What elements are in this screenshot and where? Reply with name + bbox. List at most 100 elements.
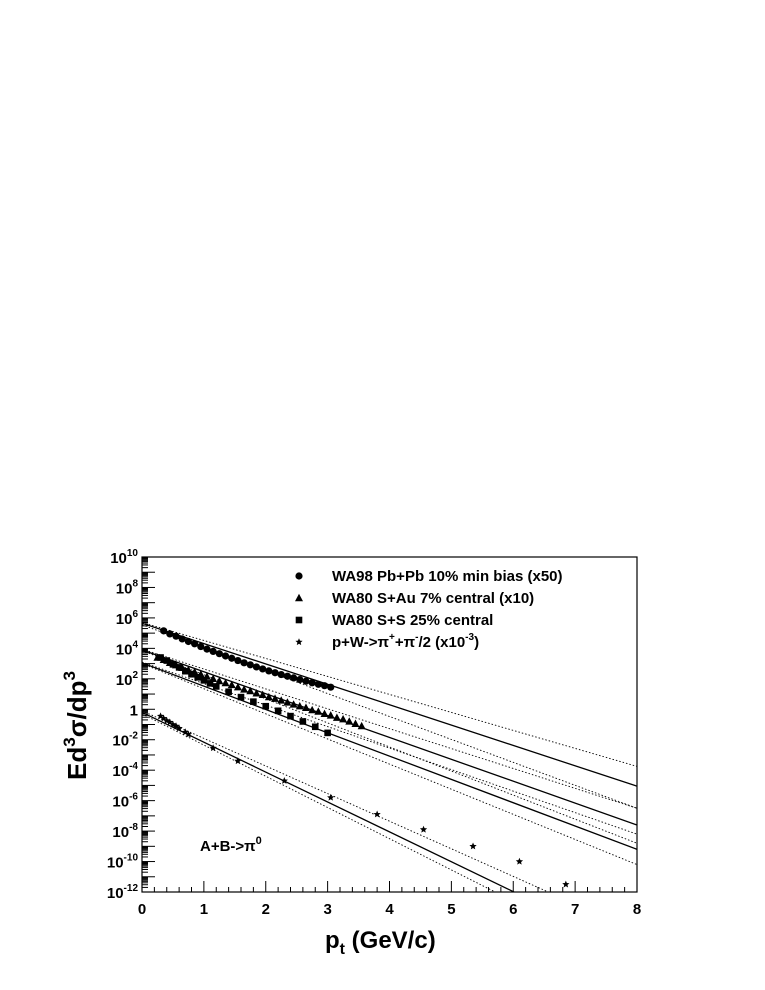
data-point-star [184, 730, 193, 738]
data-point-circle [271, 669, 279, 677]
data-point-circle [265, 667, 273, 675]
data-point-star [234, 757, 242, 765]
data-point-circle [259, 665, 267, 673]
data-point-square [182, 667, 189, 675]
data-point-star [469, 842, 477, 850]
data-point-square [200, 677, 208, 684]
y-tick-label: 10-12 [107, 883, 139, 902]
data-point-triangle [240, 685, 249, 693]
model-band-4 [142, 648, 637, 809]
data-point-square [324, 729, 331, 737]
x-tick-label: 3 [323, 901, 331, 918]
data-point-circle [240, 659, 248, 667]
data-point-square [237, 693, 245, 701]
y-tick-label: 10-2 [112, 731, 138, 750]
model-band-8 [142, 663, 637, 866]
legend-label: WA80 S+S 25% central [332, 612, 493, 629]
data-point-square [206, 680, 214, 687]
data-point-triangle [314, 707, 323, 715]
data-point-star [209, 744, 217, 752]
data-point-triangle [258, 690, 267, 699]
data-point-circle [327, 683, 335, 691]
data-point-triangle [339, 714, 348, 723]
data-point-triangle [351, 719, 360, 727]
x-tick-label: 8 [633, 901, 641, 918]
y-tick-label: 106 [116, 609, 139, 628]
data-point-circle [160, 627, 168, 635]
data-point-triangle [246, 686, 255, 695]
legend-label: WA80 S+Au 7% central (x10) [332, 590, 534, 607]
data-point-triangle [357, 721, 366, 730]
data-point-circle [308, 679, 316, 687]
model-curve-3 [142, 649, 637, 826]
data-point-circle [320, 682, 329, 690]
model-curve-6 [142, 662, 637, 850]
data-points [153, 627, 570, 888]
data-point-triangle [264, 692, 273, 701]
data-point-star [515, 857, 524, 865]
y-axis-title: Ed3σ/dp3 [60, 671, 92, 780]
data-point-circle [289, 674, 298, 682]
data-point-triangle [271, 694, 280, 702]
y-tick-label: 108 [116, 578, 139, 597]
data-point-square [299, 718, 307, 725]
data-point-square [157, 654, 164, 661]
data-point-triangle [345, 717, 354, 725]
data-point-square [274, 707, 282, 715]
legend-label: p+W->π++π-/2 (x10-3) [332, 632, 479, 651]
x-tick-label: 5 [447, 901, 455, 918]
x-tick-label: 2 [262, 901, 270, 918]
data-point-circle [252, 663, 261, 671]
data-point-triangle [227, 680, 236, 689]
data-point-triangle [277, 696, 286, 704]
data-point-triangle [283, 698, 292, 706]
data-point-circle [172, 632, 180, 640]
data-point-square [169, 661, 177, 668]
data-point-triangle [326, 711, 335, 719]
data-point-triangle [308, 705, 317, 714]
data-point-square [194, 673, 201, 681]
data-point-triangle [221, 678, 230, 687]
x-axis-title: pt (GeV/c) [325, 927, 436, 958]
data-point-triangle [320, 709, 329, 718]
y-axis: 1010 108 106 104 102 1 10-2 10-4 10-6 10-8 10-10 10… [107, 548, 155, 902]
data-point-circle [178, 635, 186, 643]
data-point-star [419, 825, 428, 833]
data-point-triangle [252, 689, 261, 697]
y-tick-label: 104 [116, 639, 139, 658]
legend-marker-circle [295, 572, 303, 580]
x-axis: 0 1 2 3 4 5 6 7 8 [138, 881, 641, 918]
legend-marker-square [295, 616, 303, 624]
data-point-circle [314, 680, 322, 688]
data-point-square [250, 698, 257, 705]
data-point-star [175, 724, 183, 732]
data-point-circle [246, 661, 254, 669]
model-band-11 [142, 713, 497, 892]
x-tick-label: 6 [509, 901, 517, 918]
data-point-square [225, 688, 232, 696]
data-point-triangle [289, 700, 298, 708]
data-point-square [287, 712, 294, 720]
x-tick-label: 0 [138, 901, 146, 918]
data-point-circle [203, 645, 211, 653]
y-tick-label: 10-4 [112, 761, 138, 780]
data-point-star [373, 810, 381, 818]
reaction-annotation: A+B->π0 [200, 835, 262, 855]
data-point-triangle [332, 713, 341, 721]
data-point-triangle [295, 702, 304, 710]
data-point-circle [215, 650, 223, 658]
model-band-1 [142, 622, 637, 767]
data-point-star [327, 793, 335, 801]
data-point-circle [296, 675, 304, 684]
data-point-square [212, 683, 220, 690]
data-point-circle [184, 637, 193, 646]
data-point-circle [277, 670, 285, 679]
data-point-circle [228, 654, 236, 662]
legend: WA98 Pb+Pb 10% min bias (x50) WA80 S+Au 7… [295, 568, 563, 651]
data-point-square [175, 664, 183, 671]
data-point-circle [234, 656, 242, 665]
data-point-triangle [233, 682, 242, 691]
x-tick-label: 1 [200, 901, 208, 918]
y-tick-label: 1 [130, 702, 138, 719]
